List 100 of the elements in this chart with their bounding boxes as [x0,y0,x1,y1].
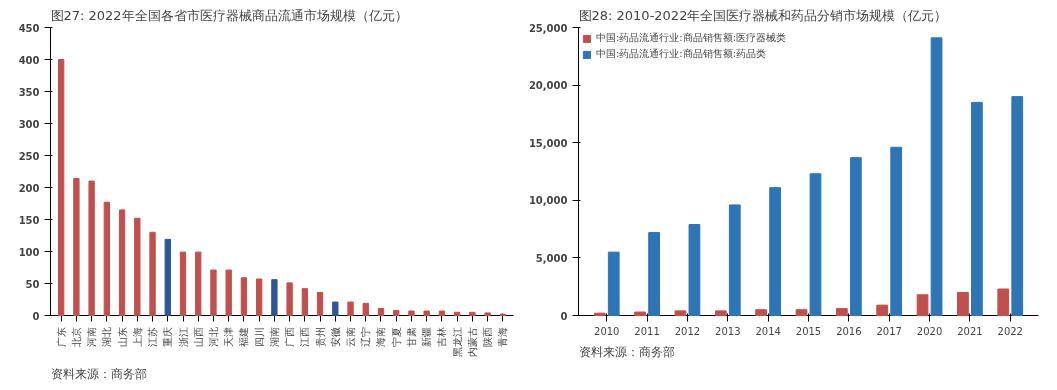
x-tick-label: 湖南 [268,326,280,347]
bar [195,251,202,316]
y-tick-label: 15,000 [528,137,568,149]
bar [393,309,400,316]
bar [648,232,660,316]
bar [835,308,848,316]
y-tick-label: 5,000 [535,252,568,264]
x-tick-label: 河南 [86,326,98,347]
bar [1011,96,1024,316]
bar [930,37,943,316]
bar [332,301,339,316]
bar [134,217,141,316]
x-tick-label: 四川 [253,326,265,347]
x-tick-label: 2011 [634,325,660,337]
bar [179,251,187,316]
x-tick-label: 2022 [997,325,1023,337]
bar [73,178,80,316]
bar [957,291,969,316]
bar [271,279,278,316]
bar [347,301,354,316]
x-tick-label: 宁夏 [390,326,402,347]
bar [408,310,415,316]
chart-title: 图28: 2010-2022年全国医疗器械和药品分销市场规模（亿元） [578,7,948,23]
bar [255,278,263,316]
x-tick-label: 2010 [594,325,620,337]
y-tick-label: 350 [18,86,40,98]
x-tick-label: 云南 [345,326,357,347]
bar [225,269,232,316]
bar [674,310,687,316]
x-tick-label: 2021 [957,325,983,337]
bar [593,312,606,316]
bar [714,310,727,316]
bar [362,302,369,316]
bar [316,291,324,316]
bar [849,157,862,316]
x-tick-label: 上海 [131,326,143,347]
x-tick-label: 2017 [876,325,902,337]
y-tick-label: 250 [18,150,40,162]
x-tick-label: 河北 [207,326,219,347]
bar [286,282,293,316]
x-tick-label: 山西 [192,326,204,347]
y-tick-label: 0 [32,310,40,322]
bar [301,288,309,316]
x-tick-label: 陕西 [482,326,494,347]
x-tick-label: 福建 [238,326,250,347]
x-tick-label: 江苏 [147,326,159,347]
x-tick-label: 海南 [375,326,387,347]
y-tick-label: 20,000 [528,80,568,92]
x-tick-label: 辽宁 [360,326,372,347]
y-tick-label: 0 [560,310,568,322]
x-tick-label: 甘肃 [405,326,417,347]
text: 资料来源：商务部 [578,344,675,359]
legend-label: 中国:药品流通行业:商品销售额:医疗器械类 [596,31,787,45]
x-tick-label: 天津 [223,326,235,347]
y-tick-label: 10,000 [528,195,568,207]
bar [149,231,156,316]
bar [688,223,701,316]
x-tick-label: 北京 [70,326,82,347]
bar [728,204,741,316]
bar [423,310,430,316]
x-tick-label: 内蒙古 [466,326,478,357]
bar [755,309,768,316]
legend-label: 中国:药品流通行业:商品销售额:药品类 [596,47,767,61]
x-tick-label: 江西 [299,326,311,347]
bar [164,238,171,316]
x-tick-label: 贵州 [314,326,326,347]
x-tick-label: 广东 [55,326,67,347]
y-tick-label: 450 [18,22,40,34]
x-tick-label: 2013 [715,325,741,337]
bar [795,309,808,316]
bar [88,180,95,316]
y-tick-label: 400 [18,54,40,66]
x-tick-label: 2020 [916,325,943,337]
bar [469,311,476,316]
bar [210,269,217,316]
bar [103,201,111,316]
x-tick-label: 浙江 [177,326,189,347]
bar [118,209,126,316]
bar [58,59,65,316]
x-tick-label: 湖北 [101,326,113,347]
bar [876,304,889,316]
x-tick-label: 2012 [674,325,701,337]
x-tick-label: 广西 [284,326,296,347]
y-tick-label: 150 [18,214,40,226]
x-tick-label: 黑龙江 [451,326,463,357]
x-tick-label: 2014 [755,325,781,337]
x-tick-label: 2015 [795,325,822,337]
bar [377,307,385,316]
text: 资料来源：商务部 [50,366,147,381]
y-tick-label: 25,000 [528,22,568,34]
bar [453,311,461,316]
y-tick-label: 50 [25,278,40,290]
y-tick-label: 100 [18,246,40,258]
x-tick-label: 青海 [497,326,509,347]
chart-title: 图27: 2022年全国各省市医疗器械商品流通市场规模（亿元） [50,7,408,23]
bar [971,101,983,316]
bar [240,277,248,316]
bar [890,146,903,316]
bar [484,312,491,316]
bar [769,187,782,316]
